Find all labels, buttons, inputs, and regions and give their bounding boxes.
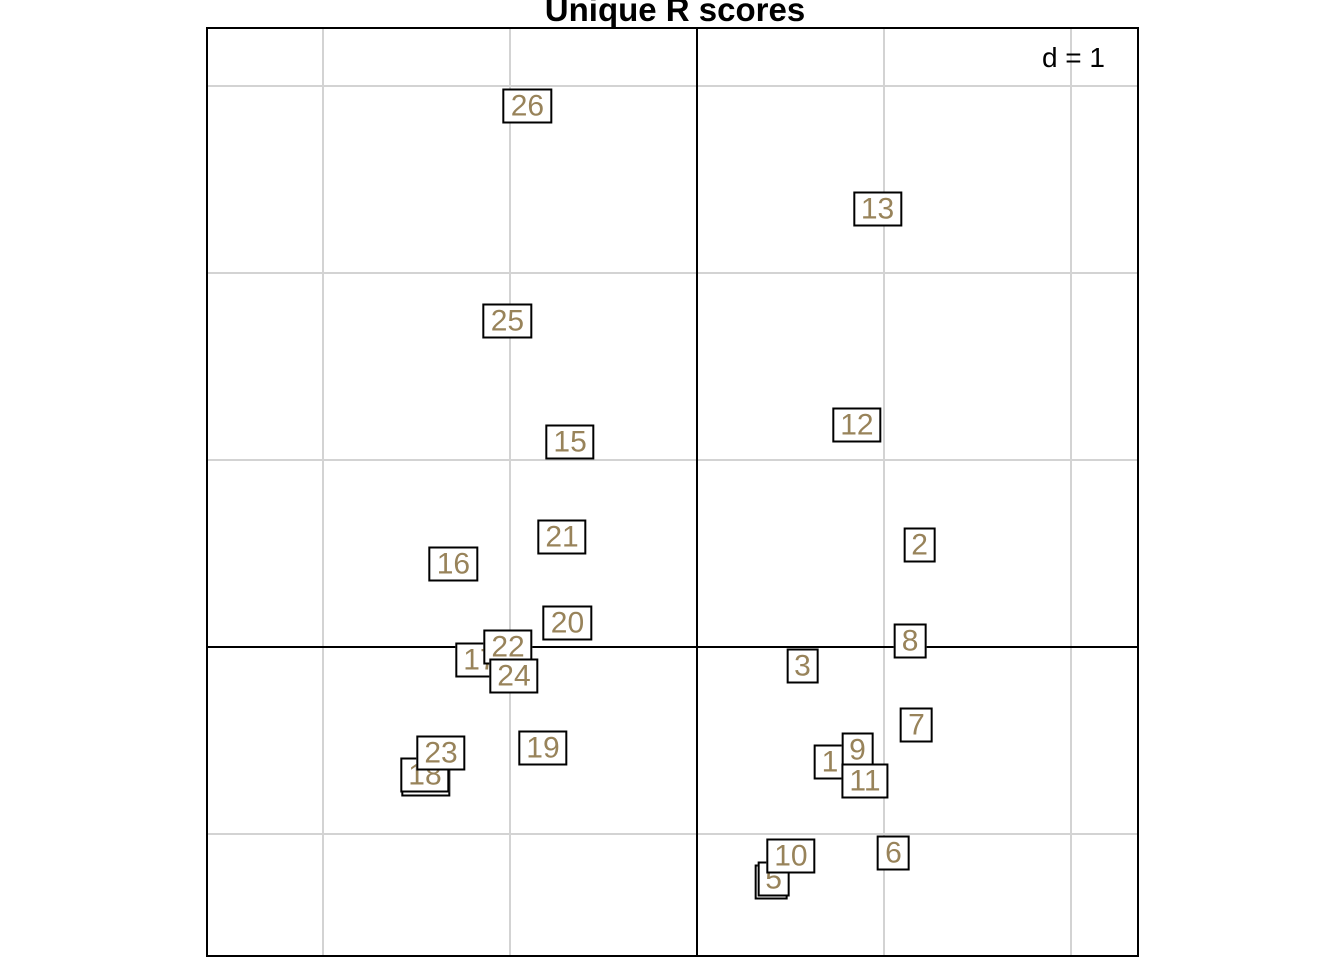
plot-title: Unique R scores bbox=[544, 0, 806, 28]
vertical-gridline bbox=[508, 29, 511, 955]
point-label-box: 26 bbox=[502, 88, 553, 124]
plot-area: 1234567891011121314151617181920212223242… bbox=[206, 27, 1139, 957]
point-label-box: 6 bbox=[877, 835, 910, 871]
vertical-gridline bbox=[1069, 29, 1072, 955]
point-label-box: 15 bbox=[545, 424, 595, 460]
point-label-box: 21 bbox=[537, 519, 587, 555]
vertical-gridline bbox=[321, 29, 324, 955]
horizontal-gridline bbox=[208, 458, 1137, 461]
point-label-box: 8 bbox=[893, 623, 927, 659]
point-label-box: 12 bbox=[832, 407, 882, 443]
point-label-box: 25 bbox=[482, 303, 533, 339]
point-label-box: 3 bbox=[786, 648, 819, 684]
y-axis-line bbox=[695, 29, 698, 955]
point-label-box: 13 bbox=[852, 191, 903, 227]
point-label-box: 11 bbox=[841, 763, 889, 799]
point-label-box: 1 bbox=[813, 744, 847, 780]
horizontal-gridline bbox=[208, 832, 1137, 835]
point-label-box: 20 bbox=[542, 605, 593, 641]
x-axis-line bbox=[208, 645, 1137, 648]
scale-indicator: d = 1 bbox=[1041, 42, 1105, 73]
point-label-box: 23 bbox=[416, 735, 466, 771]
point-label-box: 2 bbox=[903, 527, 936, 563]
point-label-box: 9 bbox=[841, 732, 874, 768]
point-label-box: 24 bbox=[489, 658, 539, 694]
point-label-box: 10 bbox=[766, 838, 816, 874]
horizontal-gridline bbox=[208, 271, 1137, 274]
horizontal-gridline bbox=[208, 84, 1137, 87]
point-label-box: 7 bbox=[900, 707, 933, 743]
point-label-box: 19 bbox=[518, 730, 568, 766]
vertical-gridline bbox=[882, 29, 885, 955]
point-label-box: 16 bbox=[428, 546, 479, 582]
